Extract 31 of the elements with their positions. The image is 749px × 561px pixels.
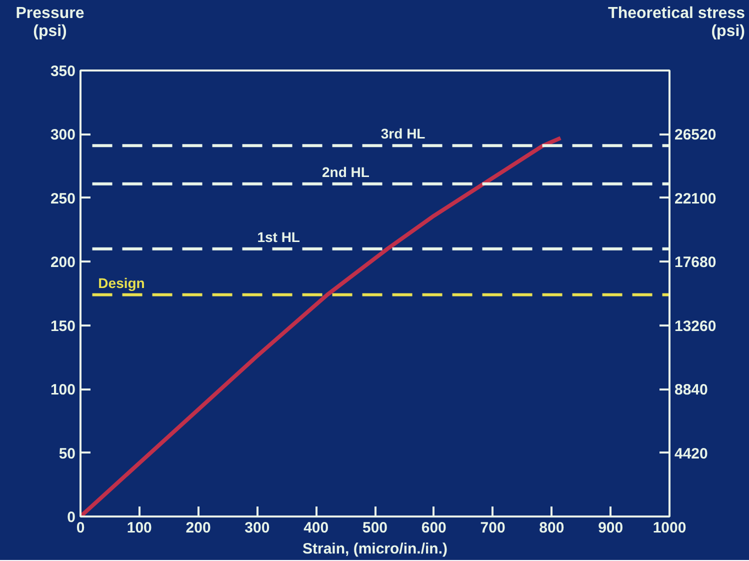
ref-line-label: 3rd HL <box>380 126 426 142</box>
ref-line-label: 2nd HL <box>322 164 370 180</box>
x-tick-label: 200 <box>186 520 211 536</box>
x-tick-label: 1000 <box>652 520 686 536</box>
y2-tick-label: 4420 <box>674 445 708 462</box>
x-tick-label: 600 <box>421 520 446 536</box>
y2-tick-label: 26520 <box>674 126 716 144</box>
x-tick-label: 100 <box>126 520 152 536</box>
y2-tick-label: 22100 <box>674 190 716 208</box>
ref-line-label: 1st HL <box>257 228 300 245</box>
ref-line-label: Design <box>98 274 145 291</box>
y-tick-label: 350 <box>50 63 76 80</box>
x-tick-label: 800 <box>539 520 564 536</box>
x-tick-label: 500 <box>362 520 388 536</box>
y-tick-label: 100 <box>50 382 76 399</box>
y2-tick-label: 8840 <box>674 382 708 399</box>
x-axis-title: Strain, (micro/in./in.) <box>302 540 448 558</box>
y-axis-title: Pressure (psi) <box>14 5 86 40</box>
x-tick-label: 300 <box>244 520 270 536</box>
x-tick-label: 700 <box>480 520 506 536</box>
y-tick-label: 200 <box>50 254 76 272</box>
x-tick-label: 400 <box>304 520 329 536</box>
y2-tick-label: 13260 <box>674 318 716 335</box>
y-tick-label: 0 <box>67 509 76 526</box>
y-tick-label: 150 <box>50 318 76 335</box>
y-tick-label: 300 <box>50 126 76 144</box>
x-tick-label: 900 <box>598 520 624 536</box>
y2-axis-title: Theoretical stress (psi) <box>607 5 745 40</box>
y-tick-label: 50 <box>58 445 76 462</box>
y2-tick-label: 17680 <box>674 254 716 272</box>
y-tick-label: 250 <box>50 190 76 208</box>
